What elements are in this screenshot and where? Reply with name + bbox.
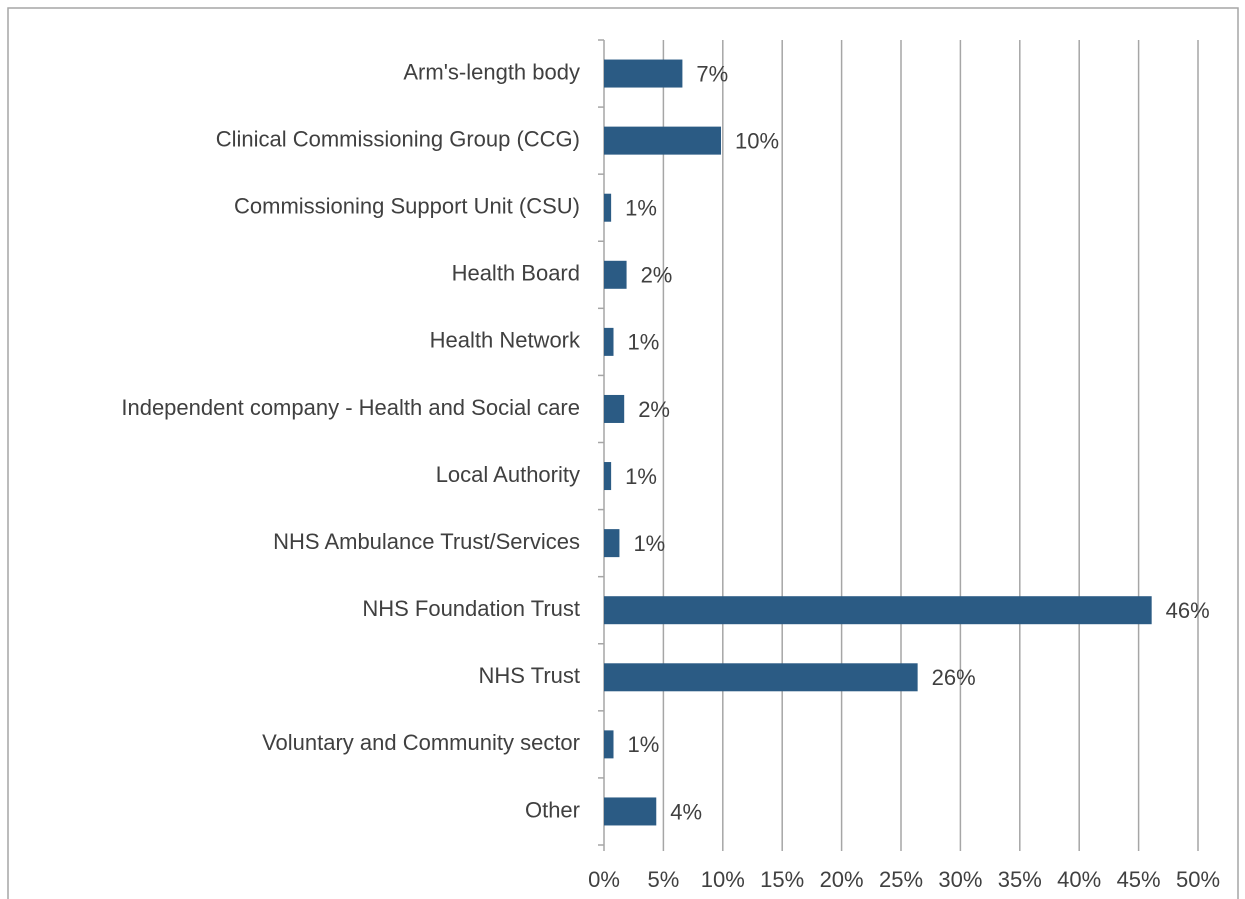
value-label: 1% [625, 196, 657, 221]
x-tick-label: 20% [820, 867, 864, 892]
bar [604, 529, 620, 558]
bar [604, 327, 614, 356]
bar [604, 797, 657, 826]
value-label: 46% [1166, 598, 1210, 623]
bar [604, 663, 918, 692]
y-tick-label: Clinical Commissioning Group (CCG) [216, 126, 580, 151]
x-tick-label: 10% [701, 867, 745, 892]
value-label: 2% [641, 263, 673, 288]
y-tick-label: Voluntary and Community sector [262, 730, 580, 755]
bar [604, 59, 683, 88]
value-label: 10% [735, 128, 779, 153]
x-tick-label: 40% [1057, 867, 1101, 892]
chart-frame [7, 7, 1239, 899]
y-tick-label: Health Network [430, 328, 581, 353]
x-tick-label: 5% [648, 867, 680, 892]
y-tick-label: Independent company - Health and Social … [121, 395, 580, 420]
value-label: 1% [628, 330, 660, 355]
bar [604, 462, 612, 491]
x-tick-label: 15% [760, 867, 804, 892]
value-label: 7% [696, 61, 728, 86]
bar [604, 193, 612, 222]
x-tick-label: 45% [1117, 867, 1161, 892]
value-label: 4% [670, 799, 702, 824]
x-tick-label: 30% [938, 867, 982, 892]
bar [604, 126, 722, 155]
x-tick-label: 50% [1176, 867, 1220, 892]
y-tick-label: Arm's-length body [403, 59, 580, 84]
value-label: 2% [638, 397, 670, 422]
y-tick-label: NHS Ambulance Trust/Services [273, 529, 580, 554]
value-label: 1% [633, 531, 665, 556]
y-tick-label: Commissioning Support Unit (CSU) [234, 194, 580, 219]
x-tick-label: 25% [879, 867, 923, 892]
bar [604, 260, 627, 289]
y-tick-label: NHS Trust [479, 663, 580, 688]
value-label: 1% [628, 732, 660, 757]
bar [604, 596, 1152, 625]
bar [604, 394, 625, 423]
y-tick-label: NHS Foundation Trust [362, 596, 580, 621]
y-tick-label: Other [525, 797, 580, 822]
y-tick-label: Local Authority [436, 462, 580, 487]
x-tick-label: 35% [998, 867, 1042, 892]
value-label: 1% [625, 464, 657, 489]
value-label: 26% [932, 665, 976, 690]
x-tick-label: 0% [588, 867, 620, 892]
bar [604, 730, 614, 759]
y-tick-label: Health Board [452, 261, 580, 286]
